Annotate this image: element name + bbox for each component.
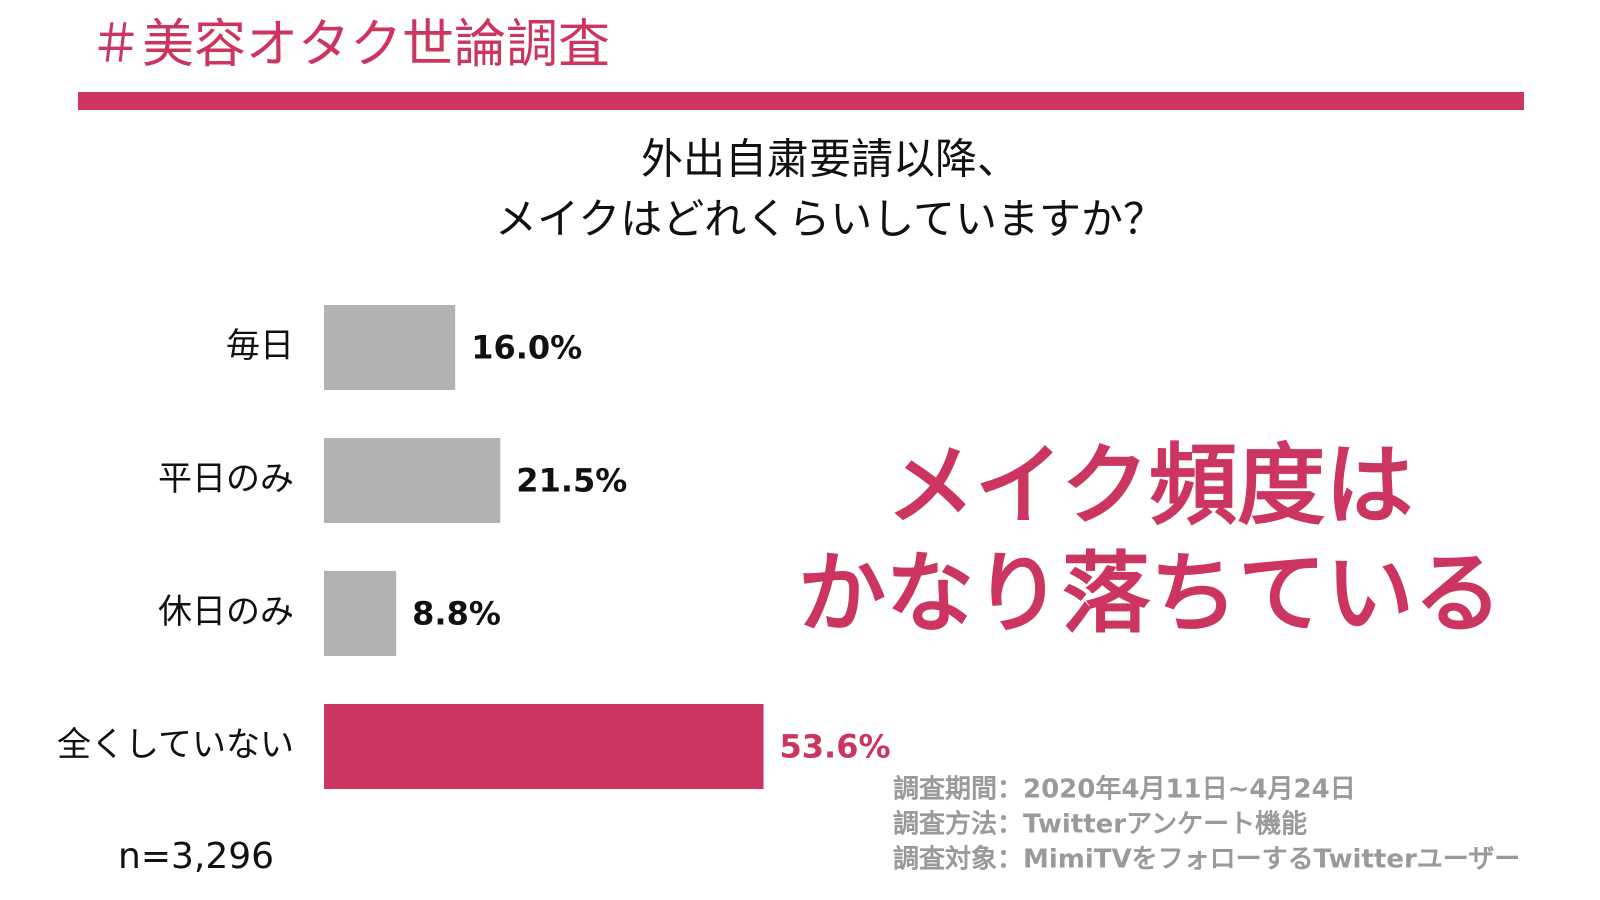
note: 調査方法：Twitterアンケート機能	[893, 809, 1307, 840]
title-rule	[78, 92, 1524, 110]
bar	[324, 704, 764, 789]
note: 調査期間：2020年4月11日~4月24日	[893, 774, 1356, 805]
subtitle: 外出自粛要請以降、	[641, 135, 1019, 184]
value-label: 21.5%	[516, 462, 627, 500]
annotation: メイク頻度は	[887, 434, 1413, 537]
bar	[324, 305, 456, 390]
subtitle: メイクはどれくらいしていますか？	[495, 195, 1165, 244]
note: 調査対象：MimiTVをフォローするTwitterユーザー	[893, 844, 1520, 875]
category-label: 休日のみ	[158, 592, 294, 632]
category-label: 毎日	[226, 326, 294, 366]
category-label: 平日のみ	[158, 459, 294, 499]
chart-title: ＃美容オタク世論調査	[90, 15, 610, 75]
value-label: 16.0%	[471, 329, 582, 367]
annotation: かなり落ちている	[798, 542, 1502, 645]
bar	[324, 571, 397, 656]
value-label: 53.6%	[780, 728, 891, 766]
value-label: 8.8%	[412, 595, 501, 633]
sample-size: n=3,296	[118, 836, 274, 877]
bar	[324, 438, 501, 523]
category-label: 全くしていない	[57, 725, 294, 765]
